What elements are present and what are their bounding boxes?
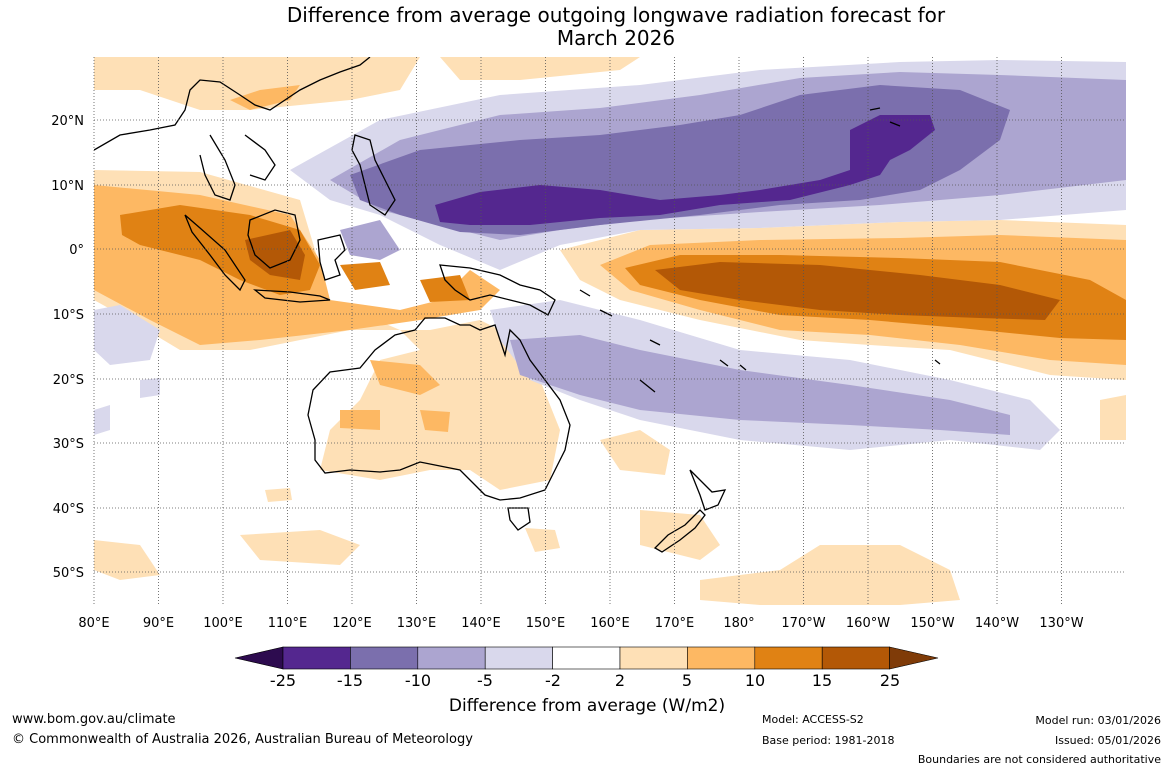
colorbar-swatch xyxy=(417,646,486,670)
website-link[interactable]: www.bom.gov.au/climate xyxy=(12,712,176,727)
lat-label: 20°S xyxy=(53,373,84,388)
australia-coast xyxy=(307,317,571,501)
lon-label: 160°W xyxy=(846,616,890,631)
colorbar-swatch xyxy=(687,646,756,670)
lat-axis: 20°N 10°N 0° 10°S 20°S 30°S 40°S 50°S xyxy=(51,114,84,581)
colorbar-swatch xyxy=(754,646,823,670)
lon-label: 120°E xyxy=(332,616,372,631)
boundaries-disclaimer: Boundaries are not considered authoritat… xyxy=(917,753,1161,766)
colorbar-title: Difference from average (W/m2) xyxy=(448,696,726,716)
colorbar-swatch xyxy=(552,646,621,670)
colorbar-tick-label: 25 xyxy=(879,671,901,690)
coastlines xyxy=(94,57,941,553)
colorbar-arrow-high xyxy=(889,646,939,670)
colorbar-tick-label: -15 xyxy=(336,671,364,690)
colorbar-swatch xyxy=(282,646,351,670)
pacific-islands xyxy=(579,107,941,393)
copyright-text: © Commonwealth of Australia 2026, Austra… xyxy=(12,732,473,747)
lon-label: 90°E xyxy=(143,616,174,631)
negative-anomaly-15-25 xyxy=(435,115,935,225)
colorbar-tick-label: 15 xyxy=(811,671,833,690)
colorbar-tick-label: -2 xyxy=(545,671,561,690)
lat-label: 40°S xyxy=(53,502,84,517)
asia-mainland-coast xyxy=(94,57,371,201)
sumatra-coast xyxy=(184,214,246,292)
lon-label: 130°W xyxy=(1039,616,1083,631)
lon-label: 150°E xyxy=(526,616,566,631)
lon-label: 140°W xyxy=(975,616,1019,631)
lat-label: 50°S xyxy=(53,566,84,581)
model-run-date: Model run: 03/01/2026 xyxy=(1035,714,1161,727)
colorbar-swatch xyxy=(350,646,419,670)
lon-label: 140°E xyxy=(461,616,501,631)
chart-title: Difference from average outgoing longwav… xyxy=(0,4,1173,50)
borneo-coast xyxy=(247,209,301,269)
positive-anomaly-15-25 xyxy=(245,230,1060,320)
graticule xyxy=(93,57,1126,605)
lat-label: 0° xyxy=(69,243,84,258)
anomaly-shading xyxy=(94,57,1126,605)
colorbar-swatch xyxy=(619,646,688,670)
philippines-coast xyxy=(351,134,396,216)
lat-label: 30°S xyxy=(53,437,84,452)
lon-label: 130°E xyxy=(397,616,437,631)
lat-label: 10°N xyxy=(51,179,84,194)
issued-date: Issued: 05/01/2026 xyxy=(1054,734,1161,747)
lon-label: 180° xyxy=(723,616,754,631)
lon-label: 80°E xyxy=(78,616,109,631)
new-guinea-coast xyxy=(439,264,556,316)
new-zealand-north-coast xyxy=(689,469,727,511)
lon-axis: 80°E 90°E 100°E 110°E 120°E 130°E 140°E … xyxy=(78,616,1083,631)
lon-label: 170°E xyxy=(655,616,695,631)
model-name: Model: ACCESS-S2 xyxy=(762,713,864,726)
tasmania-coast xyxy=(507,507,531,531)
colorbar-tick-label: -5 xyxy=(477,671,493,690)
colorbar-swatch xyxy=(821,646,890,670)
lon-label: 170°W xyxy=(781,616,825,631)
colorbar-tick-label: 2 xyxy=(614,671,626,690)
colorbar-tick-label: -25 xyxy=(269,671,297,690)
java-coast xyxy=(253,289,331,303)
lon-label: 100°E xyxy=(203,616,243,631)
lon-label: 110°E xyxy=(268,616,308,631)
title-line-1: Difference from average outgoing longwav… xyxy=(286,3,946,27)
lon-label: 160°E xyxy=(590,616,630,631)
colorbar xyxy=(234,646,939,670)
colorbar-tick-label: -10 xyxy=(404,671,432,690)
colorbar-tick-label: 5 xyxy=(681,671,693,690)
colorbar-tick-label: 10 xyxy=(744,671,766,690)
lat-label: 20°N xyxy=(51,114,84,129)
colorbar-swatch xyxy=(484,646,553,670)
lon-label: 150°W xyxy=(910,616,954,631)
base-period: Base period: 1981-2018 xyxy=(762,734,895,747)
new-zealand-south-coast xyxy=(653,509,706,553)
colorbar-arrow-low xyxy=(234,646,284,670)
title-line-2: March 2026 xyxy=(556,26,676,50)
sulawesi-coast xyxy=(317,234,346,281)
lat-label: 10°S xyxy=(53,308,84,323)
